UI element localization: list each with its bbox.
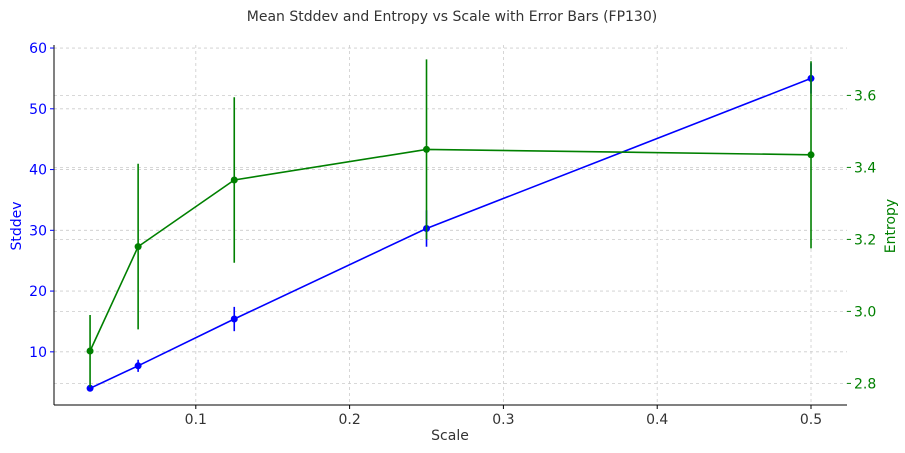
series-1-line bbox=[89, 148, 812, 352]
y-tick-label-left-0: 10 bbox=[29, 345, 47, 361]
y-tick-label-right-2: 3.2 bbox=[854, 232, 876, 248]
x-tick-label-2: 0.3 bbox=[492, 412, 514, 428]
series-0-point-2 bbox=[230, 315, 238, 323]
y-tick-label-right-3: 3.4 bbox=[854, 160, 876, 176]
series-1-point-2 bbox=[230, 176, 238, 184]
x-axis-label: Scale bbox=[431, 428, 469, 444]
x-tick-label-3: 0.4 bbox=[646, 412, 668, 428]
x-tick-label-1: 0.2 bbox=[338, 412, 360, 428]
x-tick-label-0: 0.1 bbox=[185, 412, 207, 428]
series-1-point-0 bbox=[86, 347, 94, 355]
axes-layer bbox=[53, 45, 847, 406]
y-axis-label-left: Stddev bbox=[9, 201, 25, 250]
series-0-point-1 bbox=[134, 362, 142, 370]
x-tick-label-4: 0.5 bbox=[800, 412, 822, 428]
y-tick-label-right-0: 2.8 bbox=[854, 376, 876, 392]
chart-title: Mean Stddev and Entropy vs Scale with Er… bbox=[247, 9, 657, 25]
y-tick-label-left-2: 30 bbox=[29, 223, 47, 239]
grid-layer bbox=[54, 45, 847, 405]
y-tick-label-left-5: 60 bbox=[29, 41, 47, 57]
y-axis-label-right: Entropy bbox=[883, 199, 899, 253]
ticks-layer: 0.1 0.2 0.3 0.4 0.5 10 20 30 40 50 60 2.8 3.0 3.2 3.4 3… bbox=[29, 41, 876, 428]
series-1-point-4 bbox=[807, 151, 815, 159]
series-0-line bbox=[89, 77, 812, 390]
series-layer bbox=[86, 59, 815, 392]
y-tick-label-right-4: 3.6 bbox=[854, 88, 876, 104]
y-tick-label-left-1: 20 bbox=[29, 284, 47, 300]
series-1-point-3 bbox=[423, 145, 431, 153]
y-tick-label-right-1: 3.0 bbox=[854, 304, 876, 320]
y-tick-label-left-4: 50 bbox=[29, 102, 47, 118]
y-tick-label-left-3: 40 bbox=[29, 163, 47, 179]
series-1-point-1 bbox=[134, 243, 142, 251]
series-0-point-0 bbox=[86, 384, 94, 392]
